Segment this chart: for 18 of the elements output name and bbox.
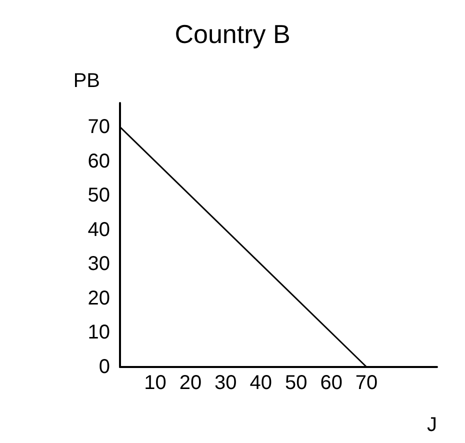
y-tick-label: 40 [88, 218, 110, 241]
x-axis-title: J [427, 414, 437, 436]
x-tick-label: 20 [179, 372, 202, 394]
x-tick-label: 60 [320, 372, 342, 394]
x-tick-label: 40 [250, 372, 272, 394]
y-tick-label: 50 [88, 184, 110, 207]
x-tick-label: 70 [355, 372, 378, 394]
x-tick-label: 30 [214, 372, 237, 394]
y-tick-label: 0 [98, 356, 110, 378]
y-tick-label: 20 [88, 287, 110, 310]
y-tick-label: 60 [88, 150, 110, 172]
x-tick-label: 50 [284, 372, 308, 394]
y-tick-label: 10 [88, 322, 110, 344]
chart-title: Country B [174, 19, 290, 49]
y-tick-label: 70 [88, 116, 110, 138]
x-tick-label: 10 [144, 372, 166, 394]
y-tick-label: 30 [88, 253, 110, 276]
y-axis-title: PB [73, 70, 100, 92]
